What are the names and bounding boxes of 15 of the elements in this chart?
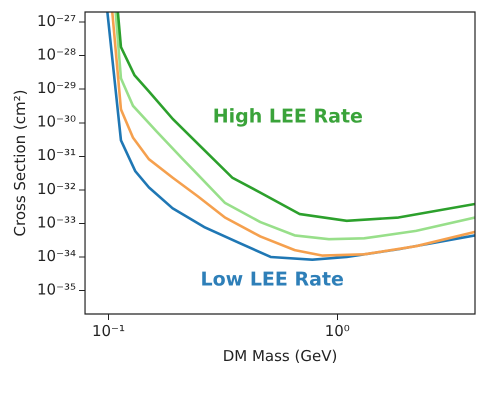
y-tick-label: 10⁻²⁷ [37, 12, 76, 30]
y-tick-label: 10⁻³² [37, 180, 76, 198]
y-tick-label: 10⁻²⁹ [37, 79, 76, 98]
annotation: High LEE Rate [212, 106, 363, 128]
x-tick-label: 10⁰ [324, 322, 350, 340]
annotation: Low LEE Rate [200, 268, 344, 291]
y-tick-label: 10⁻³⁴ [37, 246, 76, 265]
y-tick-label: 10⁻²⁸ [37, 46, 76, 64]
y-tick-label: 10⁻³⁵ [37, 280, 76, 298]
y-tick-label: 10⁻³³ [37, 213, 76, 232]
y-tick-label: 10⁻³⁰ [37, 112, 76, 131]
x-tick-label: 10⁻¹ [92, 322, 125, 340]
y-tick-label: 10⁻³¹ [37, 146, 76, 164]
x-axis-title: DM Mass (GeV) [222, 346, 338, 365]
y-axis-title: Cross Section (cm²) [10, 90, 29, 236]
